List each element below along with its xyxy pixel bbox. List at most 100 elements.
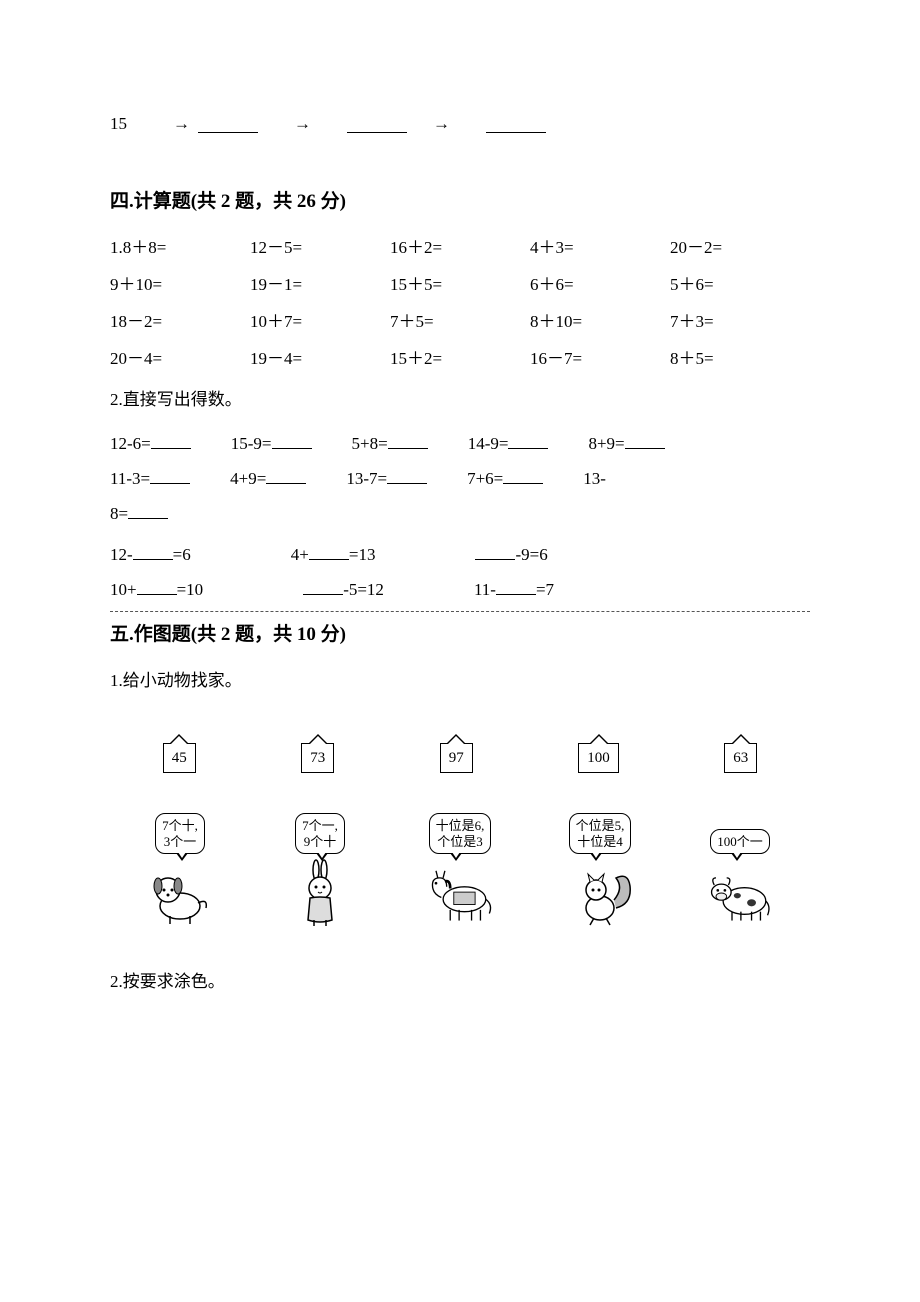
animals-row: 7个十, 3个一 7个一, 9个十 [110, 813, 810, 928]
calc-expr: 7＋3= [670, 308, 810, 335]
bubble-line: 7个十, [162, 818, 198, 833]
speech-bubble: 十位是6, 个位是3 [429, 813, 492, 854]
fill-item: -5=12 [303, 576, 384, 603]
blank [133, 542, 173, 560]
calc-expr: 18－2= [110, 308, 250, 335]
bubble-line: 3个一 [164, 834, 197, 849]
animal-squirrel: 个位是5, 十位是4 [535, 813, 665, 928]
blank-slot [198, 115, 258, 133]
bubble-line: 十位是4 [577, 834, 623, 849]
arrow-sequence-row: 15 → → → [110, 110, 810, 137]
page: 15 → → → 四.计算题(共 2 题，共 26 分) 1.8＋8= 12－5… [0, 0, 920, 1302]
house-number: 45 [163, 743, 196, 773]
bubble-line: 个位是3 [437, 834, 483, 849]
calc-expr: 6＋6= [530, 271, 670, 298]
calc-expr: 10＋7= [250, 308, 390, 335]
animal-cow: 100个一 [675, 829, 805, 929]
house-number: 63 [724, 743, 757, 773]
expr: 7+6= [467, 469, 503, 488]
blank [266, 466, 306, 484]
calc-expr: 20－4= [110, 345, 250, 372]
calc-expr: 16＋2= [390, 234, 530, 261]
bubble-line: 100个一 [717, 834, 763, 849]
expr: 14-9= [468, 434, 509, 453]
expr: 11-3= [110, 469, 150, 488]
expr: 13-7= [346, 469, 387, 488]
animal-rabbit: 7个一, 9个十 [255, 813, 385, 928]
fill-row: 10+ =10 -5=12 11- =7 [110, 576, 810, 603]
expr: 8= [110, 504, 128, 523]
speech-bubble: 个位是5, 十位是4 [569, 813, 632, 854]
q1-label: 1.给小动物找家。 [110, 667, 810, 694]
blank [496, 577, 536, 595]
dog-icon [140, 858, 220, 928]
pre: 11- [474, 580, 496, 599]
blank [128, 501, 168, 519]
blank [150, 466, 190, 484]
expr: 4+9= [230, 469, 266, 488]
arrow-icon: → [173, 110, 190, 137]
house-icon: 73 [301, 734, 334, 773]
calc-expr: 8＋8= [123, 238, 167, 257]
blank-item: 5+8= [352, 430, 428, 457]
speech-bubble: 100个一 [710, 829, 770, 855]
blank [151, 431, 191, 449]
post: -5=12 [343, 580, 384, 599]
expr: 15-9= [231, 434, 272, 453]
house-number: 73 [301, 743, 334, 773]
expr: 8+9= [588, 434, 624, 453]
fill-item: 11- =7 [474, 576, 554, 603]
blank-slot [486, 115, 546, 133]
post: =10 [177, 580, 204, 599]
calc-row: 18－2= 10＋7= 7＋5= 8＋10= 7＋3= [110, 308, 810, 335]
animal-horse: 十位是6, 个位是3 [395, 813, 525, 928]
fill-item: 4+ =13 [291, 541, 376, 568]
pre: 10+ [110, 580, 137, 599]
calc-row: 1.8＋8= 12－5= 16＋2= 4＋3= 20－2= [110, 234, 810, 261]
q1-prefix: 1. [110, 238, 123, 257]
post: =13 [349, 545, 376, 564]
horse-icon [420, 858, 500, 928]
wrap-continuation: 8= [110, 500, 810, 527]
expr: 12-6= [110, 434, 151, 453]
arrow-icon: → [433, 110, 450, 137]
post: =7 [536, 580, 554, 599]
q2-label: 2.直接写出得数。 [110, 386, 810, 413]
fill-item: 10+ =10 [110, 576, 203, 603]
fill-item: 12-=6 [110, 541, 191, 568]
expr: 5+8= [352, 434, 388, 453]
houses-row: 45 73 97 100 63 [110, 734, 810, 773]
q2-label: 2.按要求涂色。 [110, 968, 810, 995]
house-number: 100 [578, 743, 619, 773]
calc-expr: 4＋3= [530, 234, 670, 261]
blank [625, 431, 665, 449]
bubble-line: 9个十 [304, 834, 337, 849]
house-icon: 100 [578, 734, 619, 773]
house-icon: 97 [440, 734, 473, 773]
calc-expr: 9＋10= [110, 271, 250, 298]
pre: 12- [110, 545, 133, 564]
rabbit-icon [280, 858, 360, 928]
blank-item: 15-9= [231, 430, 312, 457]
house-number: 97 [440, 743, 473, 773]
blank-item: 8+9= [588, 430, 664, 457]
post: -9=6 [515, 545, 547, 564]
blank-item: 13-7= [346, 465, 427, 492]
blank [508, 431, 548, 449]
calc-expr: 20－2= [670, 234, 810, 261]
pre: 4+ [291, 545, 309, 564]
calc-expr: 19－1= [250, 271, 390, 298]
calc-expr: 12－5= [250, 234, 390, 261]
fill-row: 12-=6 4+ =13 -9=6 [110, 541, 810, 568]
calc-expr: 15＋5= [390, 271, 530, 298]
blank-row: 12-6= 15-9= 5+8= 14-9= 8+9= [110, 430, 810, 457]
speech-bubble: 7个十, 3个一 [155, 813, 205, 854]
calc-row: 20－4= 19－4= 15＋2= 16－7= 8＋5= [110, 345, 810, 372]
animal-dog: 7个十, 3个一 [115, 813, 245, 928]
blank-item: 7+6= [467, 465, 543, 492]
calc-expr: 15＋2= [390, 345, 530, 372]
blank [272, 431, 312, 449]
calc-expr: 16－7= [530, 345, 670, 372]
section5-heading: 五.作图题(共 2 题，共 10 分) [110, 620, 810, 650]
blank-item-wrap: 13- [583, 465, 606, 492]
